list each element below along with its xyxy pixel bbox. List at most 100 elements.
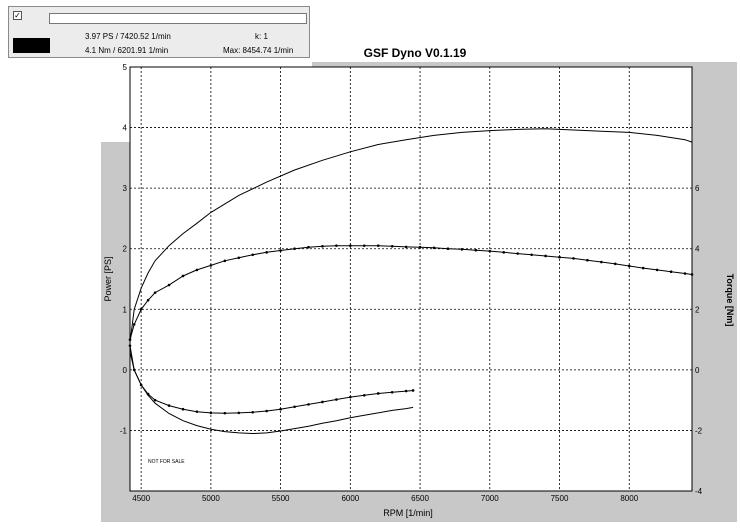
- series-point-3: [404, 389, 408, 393]
- x-tick-label: 5500: [272, 494, 290, 503]
- x-tick-label: 7000: [481, 494, 499, 503]
- series-point-1: [209, 264, 213, 267]
- x-tick-label: 4500: [132, 494, 150, 503]
- y-tick-label: 4: [123, 124, 128, 133]
- series-point-1: [376, 244, 380, 247]
- series-point-3: [167, 404, 171, 407]
- series-point-3: [307, 403, 310, 406]
- series-point-3: [362, 393, 366, 397]
- series-point-1: [418, 245, 422, 249]
- x-tick-label: 6500: [411, 494, 429, 503]
- y2-tick-label: -2: [695, 426, 703, 435]
- x-axis-label: RPM [1/min]: [383, 508, 433, 518]
- series-point-1: [460, 248, 464, 251]
- series-point-1: [669, 270, 673, 274]
- series-point-1: [362, 244, 366, 247]
- series-point-1: [132, 323, 136, 326]
- chart-series: [128, 128, 694, 435]
- series-point-1: [641, 266, 645, 270]
- series-point-1: [544, 254, 547, 258]
- series-point-1: [181, 274, 185, 278]
- series-name-field[interactable]: [49, 13, 307, 24]
- series-point-1: [349, 244, 352, 247]
- y2-tick-label: 0: [695, 366, 700, 375]
- y-tick-label: 1: [123, 305, 128, 314]
- power-readout: 3.97 PS / 7420.52 1/min: [85, 32, 171, 41]
- series-line-4: [129, 351, 414, 435]
- plot-area: [129, 66, 693, 492]
- series-point-1: [530, 253, 533, 257]
- series-point-1: [307, 245, 310, 249]
- y2-tick-label: 6: [695, 184, 700, 193]
- series-point-3: [376, 392, 380, 395]
- series-point-3: [251, 410, 255, 414]
- series-point-3: [265, 409, 268, 413]
- series-point-3: [349, 395, 352, 399]
- series-point-1: [627, 264, 631, 268]
- series-point-1: [586, 258, 589, 262]
- series-point-3: [237, 411, 241, 415]
- series-point-3: [209, 411, 213, 415]
- series-point-3: [411, 389, 415, 392]
- series-point-1: [265, 251, 268, 254]
- y-tick-label: -1: [120, 426, 128, 435]
- y2-tick-label: 4: [695, 245, 700, 254]
- x-tick-label: 8000: [620, 494, 638, 503]
- x-tick-label: 7500: [551, 494, 569, 503]
- series-point-1: [446, 247, 450, 251]
- series-point-1: [139, 307, 143, 311]
- series-point-1: [153, 291, 157, 294]
- series-point-1: [167, 283, 171, 287]
- series-visibility-checkbox[interactable]: ✓: [13, 11, 22, 20]
- series-point-1: [146, 298, 150, 302]
- y2-tick-label: 2: [695, 305, 700, 314]
- series-point-1: [502, 251, 506, 254]
- series-point-1: [690, 273, 694, 276]
- series-point-1: [683, 272, 687, 275]
- y-tick-label: 5: [123, 63, 128, 72]
- series-point-1: [279, 249, 282, 252]
- series-point-1: [572, 257, 575, 260]
- series-point-1: [321, 244, 324, 248]
- series-point-3: [223, 411, 227, 415]
- series-point-1: [558, 255, 561, 259]
- grid-lines: [130, 67, 692, 491]
- series-point-3: [181, 407, 185, 411]
- watermark-label: NOT FOR SALE: [148, 459, 185, 465]
- series-point-3: [195, 410, 199, 413]
- x-tick-label: 5000: [202, 494, 220, 503]
- series-point-1: [251, 253, 255, 257]
- y-tick-label: 2: [123, 245, 128, 254]
- torque-readout: 4.1 Nm / 6201.91 1/min: [85, 46, 169, 55]
- series-color-swatch[interactable]: [13, 38, 50, 53]
- series-point-1: [335, 244, 338, 247]
- y-axis-label: Power [PS]: [103, 256, 113, 301]
- series-point-1: [474, 248, 478, 252]
- series-point-1: [600, 260, 603, 264]
- y2-tick-label: -4: [695, 487, 703, 496]
- series-point-1: [516, 252, 519, 255]
- max-readout: Max: 8454.74 1/min: [223, 46, 294, 55]
- series-point-3: [279, 407, 282, 411]
- series-point-1: [195, 268, 199, 272]
- series-point-1: [223, 259, 227, 263]
- series-point-3: [128, 344, 132, 347]
- series-point-1: [390, 244, 394, 248]
- series-point-1: [432, 246, 436, 250]
- y2-axis-label: Torque [Nm]: [725, 274, 735, 327]
- series-point-1: [237, 256, 241, 260]
- series-line-2: [129, 128, 693, 343]
- tick-labels: 4500 5000 5500 6000 6500 7000 7500 8000 -1 0 1 2 3 4 5…: [120, 63, 703, 503]
- x-tick-label: 6000: [341, 494, 359, 503]
- series-line-1: [129, 245, 693, 340]
- series-point-3: [335, 398, 338, 401]
- chart-title: GSF Dyno V0.1.19: [364, 46, 467, 60]
- y-tick-label: 3: [123, 184, 128, 193]
- series-point-1: [293, 247, 296, 251]
- series-point-3: [293, 405, 296, 409]
- y-tick-label: 0: [123, 366, 128, 375]
- series-point-3: [153, 398, 157, 402]
- legend-panel: ✓ 3.97 PS / 7420.52 1/min k: 1 4.1 Nm / …: [8, 6, 310, 58]
- series-point-1: [655, 268, 659, 272]
